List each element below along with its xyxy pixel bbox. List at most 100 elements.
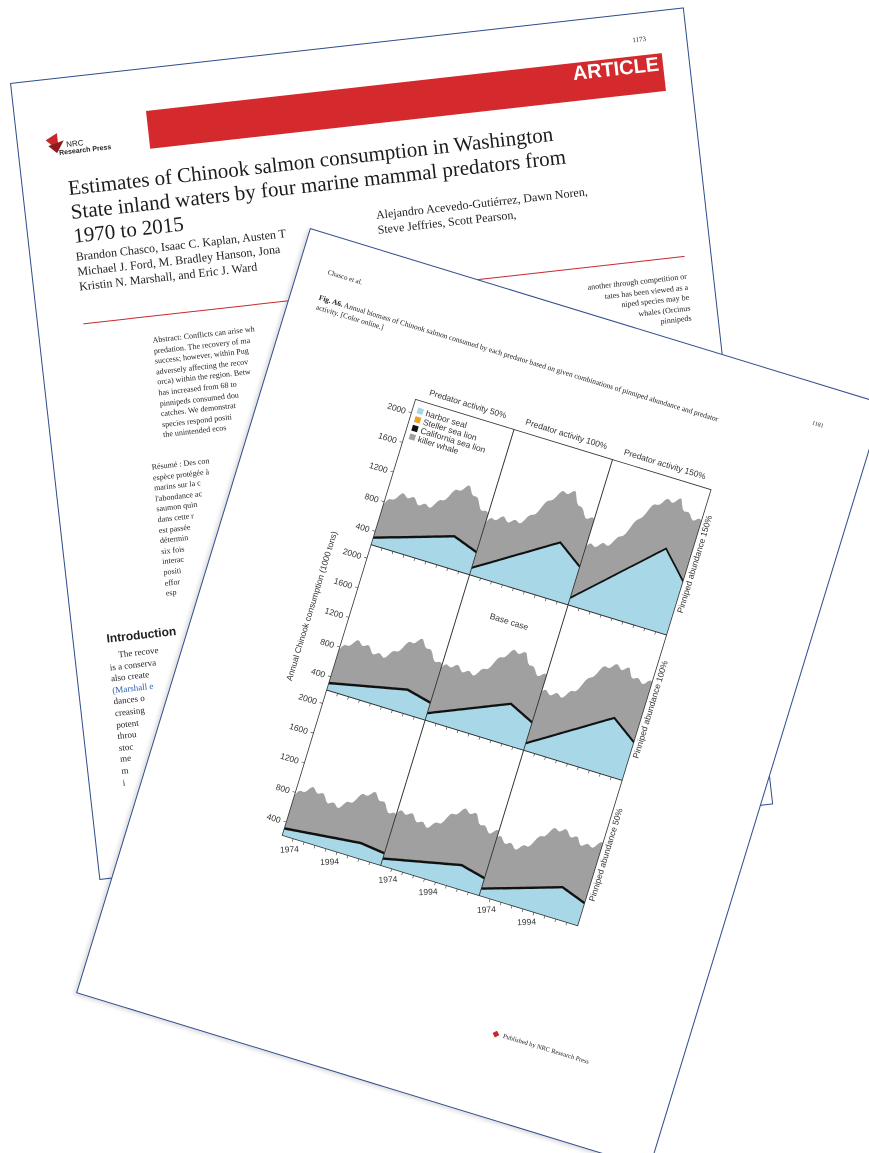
tick-mark <box>555 760 557 764</box>
harbor-seal-area <box>523 719 634 781</box>
tick-mark <box>511 746 513 750</box>
tick-mark <box>478 736 481 740</box>
harbor-seal-area <box>479 888 585 926</box>
harbor-seal-area <box>326 684 431 721</box>
tick-mark <box>413 557 416 562</box>
y-tick-label: 1600 <box>333 576 354 591</box>
panel: 1974 1994 <box>378 719 525 897</box>
figure: Predator activity 50%Predator activity 1… <box>266 387 715 927</box>
tick-mark <box>543 915 546 919</box>
tick-mark <box>347 696 349 700</box>
tick-mark <box>643 628 645 632</box>
panel <box>424 574 569 751</box>
tick-mark <box>336 645 340 648</box>
tick-mark <box>521 908 524 912</box>
tick-mark <box>327 675 331 677</box>
x-tick-label: 1974 <box>280 844 300 855</box>
harbor-seal-area <box>380 859 485 896</box>
tick-mark <box>544 756 546 760</box>
tick-mark <box>292 791 296 793</box>
tick-mark <box>380 547 383 551</box>
tick-mark <box>479 578 481 582</box>
column-label: Predator activity 150% <box>623 447 708 482</box>
y-tick-label: 1600 <box>288 721 309 736</box>
article-title: Estimates of Chinook salmon consumption … <box>67 121 570 248</box>
tick-mark <box>372 530 376 532</box>
tick-mark <box>291 838 294 842</box>
tick-mark <box>346 855 349 859</box>
publisher-logo-icon <box>45 133 64 154</box>
tick-mark <box>501 584 503 588</box>
tick-mark <box>499 902 502 906</box>
tick-mark <box>512 588 514 592</box>
tick-mark <box>654 631 656 635</box>
panel <box>567 459 712 636</box>
panel <box>469 428 614 606</box>
tick-mark <box>313 845 316 849</box>
tick-mark <box>445 885 447 889</box>
tick-mark <box>390 470 394 473</box>
panel <box>326 544 471 721</box>
tick-mark <box>391 710 393 714</box>
tick-mark <box>435 564 438 568</box>
harbor-seal-area <box>568 549 683 636</box>
y-tick-label: 800 <box>275 782 292 796</box>
tick-mark <box>434 723 437 727</box>
x-tick-label: 1994 <box>517 916 537 927</box>
y-tick-label: 1600 <box>377 430 398 445</box>
legend-swatch <box>416 407 424 415</box>
panel <box>370 398 515 576</box>
tick-mark <box>510 905 513 909</box>
tick-mark <box>457 571 459 575</box>
tick-mark <box>577 766 579 770</box>
harbor-seal-area <box>282 829 385 866</box>
y-tick-label: 800 <box>319 636 336 650</box>
tick-mark <box>445 726 448 730</box>
tick-mark <box>423 878 425 882</box>
tick-mark <box>380 706 382 710</box>
y-tick-label: 400 <box>266 811 283 825</box>
tick-mark <box>324 848 327 852</box>
panel-frame <box>478 749 623 927</box>
tick-mark <box>610 776 612 781</box>
tick-mark <box>456 888 458 892</box>
tick-mark <box>588 611 591 615</box>
tick-mark <box>554 918 557 923</box>
tick-mark <box>566 763 568 767</box>
tick-mark <box>632 624 635 628</box>
tick-mark <box>335 852 338 856</box>
tick-mark <box>345 616 349 618</box>
abstract: Abstract: Conflicts can arise wh predatio… <box>152 324 266 441</box>
panel: 1974 1994 <box>280 689 426 867</box>
legend-swatch <box>411 424 419 433</box>
tick-mark <box>489 740 492 744</box>
tick-mark <box>391 551 394 555</box>
tick-mark <box>368 862 371 866</box>
tick-mark <box>402 713 404 717</box>
tick-mark <box>310 731 314 734</box>
tick-mark <box>565 922 568 926</box>
tick-mark <box>358 700 360 704</box>
legend-swatch <box>413 416 422 424</box>
tick-mark <box>336 693 338 697</box>
y-tick-label: 2000 <box>342 546 363 561</box>
legend-swatch <box>408 433 417 441</box>
tick-mark <box>577 608 580 612</box>
tick-mark <box>364 556 368 559</box>
tick-mark <box>301 761 305 764</box>
tick-mark <box>599 773 601 777</box>
tick-mark <box>354 586 359 589</box>
tick-mark <box>545 598 547 602</box>
tick-mark <box>610 618 613 622</box>
harbor-seal-area <box>469 543 580 605</box>
tick-mark <box>413 716 415 720</box>
tick-mark <box>399 441 403 443</box>
tick-mark <box>401 872 403 876</box>
tick-mark <box>434 882 436 886</box>
tick-mark <box>408 411 412 414</box>
y-tick-label: 1200 <box>279 751 300 766</box>
tick-mark <box>523 591 525 595</box>
harbor-seal-area <box>425 704 532 751</box>
x-tick-label: 1994 <box>320 856 340 867</box>
